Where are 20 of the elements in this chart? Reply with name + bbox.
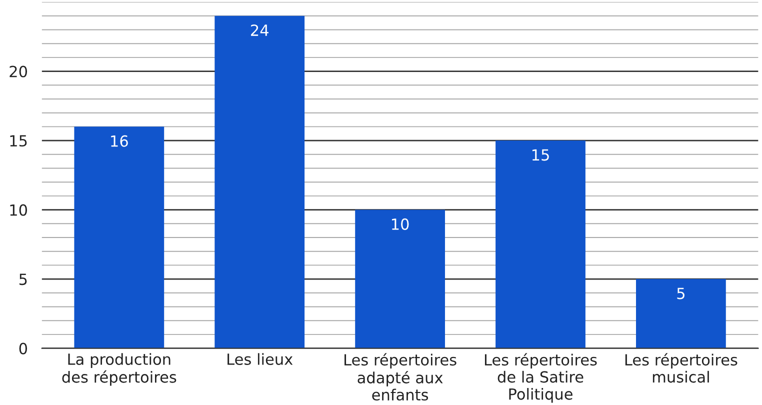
x-tick-label: Les répertoires musical (625, 353, 738, 383)
y-tick-label: 15 (10, 135, 27, 147)
bar (496, 140, 586, 348)
data-label: 24 (251, 24, 268, 36)
y-tick-label: 0 (19, 342, 28, 354)
data-label: 5 (677, 288, 684, 300)
data-label: 15 (532, 149, 549, 161)
x-tick-label: Les répertoires de la Satire Politique (484, 353, 597, 403)
x-tick-label: Les répertoires adapté aux enfants (344, 353, 456, 401)
y-tick-label: 5 (19, 274, 27, 286)
y-tick-label: 10 (10, 204, 28, 216)
bar (355, 210, 445, 348)
y-tick-label: 20 (10, 66, 28, 78)
bar (214, 16, 305, 348)
data-label: 16 (111, 135, 128, 147)
bar (74, 126, 164, 348)
bar (636, 279, 726, 348)
x-tick-label: La production des répertoires (62, 353, 176, 386)
x-tick-label: Les lieux (228, 353, 293, 365)
data-label: 10 (392, 218, 409, 230)
